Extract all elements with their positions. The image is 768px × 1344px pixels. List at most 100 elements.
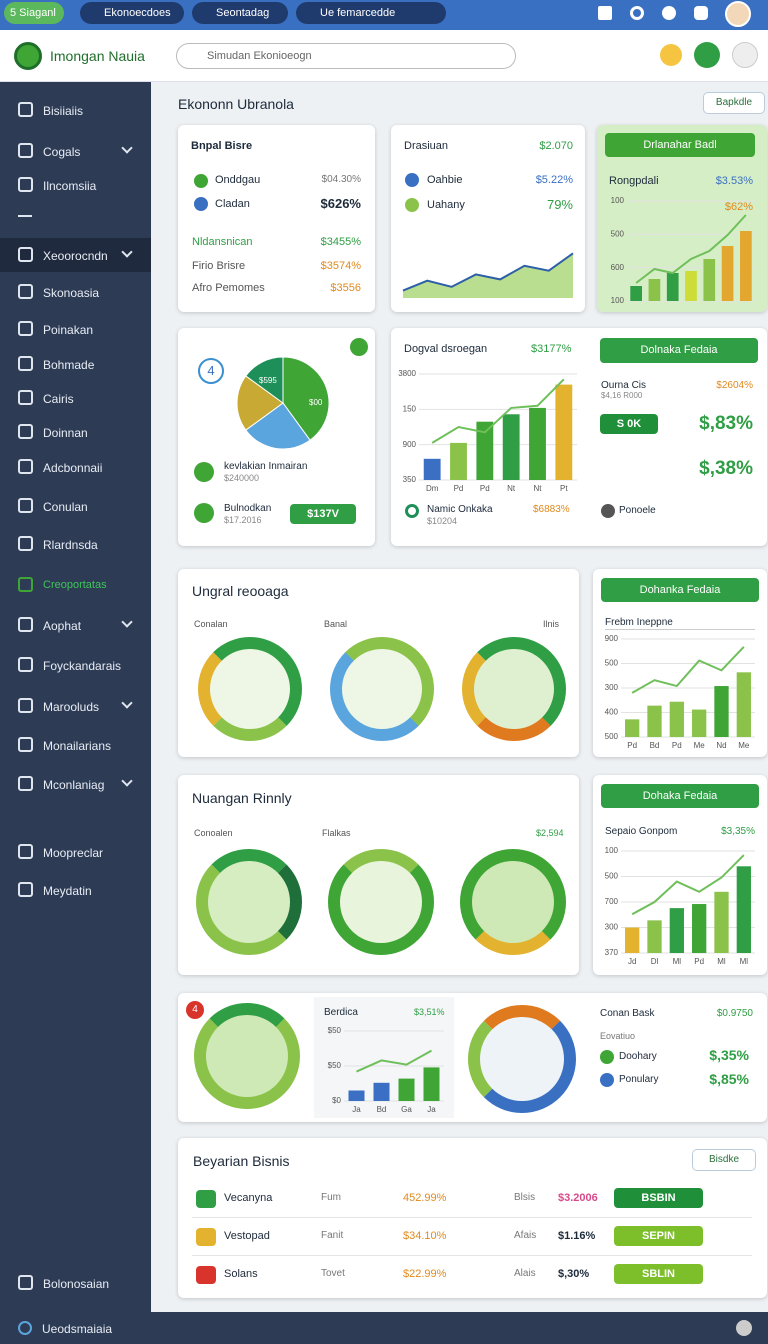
sub: $4,16 R000 bbox=[601, 391, 643, 400]
icon bbox=[18, 356, 33, 371]
panel-sub: Eovatiuo bbox=[600, 1031, 636, 1041]
icon[interactable] bbox=[694, 6, 708, 20]
tab[interactable]: Ue femarcedde bbox=[296, 2, 446, 24]
sidebar-item[interactable]: Monailarians bbox=[43, 739, 112, 753]
bar bbox=[666, 273, 679, 301]
line bbox=[631, 646, 745, 694]
button[interactable]: $137V bbox=[290, 504, 356, 524]
icon[interactable] bbox=[694, 42, 720, 68]
button[interactable]: Dolnaka Fedaia bbox=[600, 338, 758, 363]
table-cell: Fum bbox=[321, 1192, 341, 1203]
button[interactable]: Dohaka Fedaia bbox=[601, 784, 759, 808]
tab[interactable]: Ekonoecdoes bbox=[80, 2, 184, 24]
table-cell: $34.10% bbox=[403, 1230, 447, 1242]
avatar[interactable] bbox=[732, 42, 758, 68]
sidebar-item[interactable]: Foyckandarais bbox=[43, 659, 122, 673]
sidebar-item[interactable]: Cairis bbox=[43, 392, 74, 406]
tab[interactable]: Seontadag bbox=[192, 2, 288, 24]
sidebar-item[interactable]: Cogals bbox=[43, 145, 81, 159]
brand: Imongan Nauia bbox=[50, 48, 145, 64]
donut-illustration bbox=[462, 637, 566, 741]
table-cell: Blsis bbox=[514, 1192, 536, 1203]
sidebar-item[interactable]: Doinnan bbox=[43, 426, 88, 440]
bar bbox=[423, 458, 441, 480]
card: Dogval dsroegan $3177% 3800 150 900 350 Dm Pd… bbox=[391, 328, 767, 546]
axis-label: 500 bbox=[605, 659, 619, 668]
bar bbox=[476, 421, 494, 480]
check bbox=[405, 173, 419, 187]
table-cell: Vecanyna bbox=[224, 1192, 273, 1204]
row-value: $3574% bbox=[320, 260, 361, 272]
chart-value: $3,51% bbox=[414, 1007, 445, 1017]
avatar[interactable] bbox=[725, 1, 751, 27]
bar bbox=[692, 904, 707, 953]
pill[interactable]: S 0K bbox=[600, 414, 658, 434]
icon bbox=[18, 737, 33, 752]
tab[interactable]: 5 Siaganl bbox=[4, 2, 64, 24]
section-title: Nuangan Rinnly bbox=[192, 790, 292, 806]
icon[interactable] bbox=[598, 6, 612, 20]
sidebar-item[interactable]: Rlardnsda bbox=[43, 538, 98, 552]
legend-sub: $17.2016 bbox=[224, 515, 262, 525]
sidebar-item[interactable]: Moopreclar bbox=[43, 846, 104, 860]
sidebar-item[interactable]: Marooluds bbox=[43, 700, 100, 714]
icon bbox=[18, 321, 33, 336]
donut-illustration bbox=[460, 849, 566, 955]
sidebar-item[interactable]: Poinakan bbox=[43, 323, 94, 337]
footer-extra: Ponoele bbox=[619, 505, 656, 516]
table-cell: $1.16% bbox=[558, 1230, 596, 1242]
chevron bbox=[121, 775, 133, 787]
card-header[interactable]: Drlanahar Badl bbox=[605, 133, 755, 157]
donut-illustration bbox=[194, 1003, 300, 1109]
big-value: $,38% bbox=[699, 458, 753, 479]
axis-label: $50 bbox=[328, 1061, 342, 1070]
icon bbox=[18, 657, 33, 672]
table-title: Beyarian Bisnis bbox=[193, 1153, 290, 1169]
sidebar-item[interactable]: Xeoorocndn bbox=[43, 249, 108, 263]
chart-title: Sepaio Gonpom bbox=[605, 826, 678, 837]
button[interactable]: Bisdke bbox=[692, 1149, 756, 1171]
bar bbox=[373, 1082, 390, 1101]
row-button[interactable]: BSBIN bbox=[614, 1188, 703, 1208]
sidebar-item[interactable]: Ilncomsiia bbox=[43, 179, 97, 193]
category-label: Pt bbox=[560, 484, 568, 493]
label: Ourna Cis bbox=[601, 380, 647, 391]
row-button[interactable]: SBLIN bbox=[614, 1264, 703, 1284]
axis-label: 500 bbox=[605, 872, 619, 881]
bar bbox=[669, 701, 684, 737]
card: Ungral reooaga Conalan Banal Ilnis bbox=[178, 569, 579, 757]
sidebar-item[interactable]: Bolonosaian bbox=[43, 1277, 110, 1291]
sidebar-item[interactable]: Conulan bbox=[43, 500, 88, 514]
card: Bnpal Bisre Onddgau $04.30% Cladan $626%… bbox=[178, 125, 375, 312]
row-button[interactable]: SEPIN bbox=[614, 1226, 703, 1246]
icon bbox=[194, 462, 214, 482]
sidebar-item[interactable]: Aophat bbox=[43, 619, 82, 633]
sidebar-item[interactable]: Creoportatas bbox=[43, 579, 107, 591]
sidebar-item[interactable]: Mconlaniag bbox=[43, 778, 105, 792]
category-label: Bd bbox=[650, 741, 660, 750]
sidebar-item[interactable]: Bisiiaiis bbox=[43, 104, 84, 118]
search-box[interactable]: Simudan Ekonioeogn bbox=[176, 43, 516, 69]
bar bbox=[736, 866, 751, 953]
button[interactable]: Dohanka Fedaia bbox=[601, 578, 759, 602]
icon[interactable] bbox=[660, 44, 682, 66]
icon[interactable] bbox=[630, 6, 644, 20]
sidebar-item[interactable]: Skonoasia bbox=[43, 286, 100, 300]
pie-slice bbox=[245, 402, 311, 450]
icon bbox=[601, 504, 615, 518]
check bbox=[600, 1073, 614, 1087]
sidebar-item[interactable]: Bohmade bbox=[43, 358, 95, 372]
sidebar-item[interactable]: Adcbonnaii bbox=[43, 461, 103, 475]
sidebar-item[interactable]: Meydatin bbox=[43, 884, 92, 898]
bar bbox=[714, 891, 729, 953]
line-chart bbox=[402, 252, 574, 298]
button[interactable]: Bapkdle bbox=[703, 92, 765, 114]
icon[interactable] bbox=[736, 1320, 752, 1336]
icon bbox=[18, 536, 33, 551]
row-value: $04.30% bbox=[321, 174, 361, 185]
card: 4 Berdica $3,51% $50 $50 $0 Ja Bd Ga Ja Conan … bbox=[178, 993, 767, 1122]
bar bbox=[736, 672, 751, 737]
icon[interactable] bbox=[662, 6, 676, 20]
check bbox=[194, 197, 208, 211]
axis-label: 100 bbox=[611, 196, 625, 205]
